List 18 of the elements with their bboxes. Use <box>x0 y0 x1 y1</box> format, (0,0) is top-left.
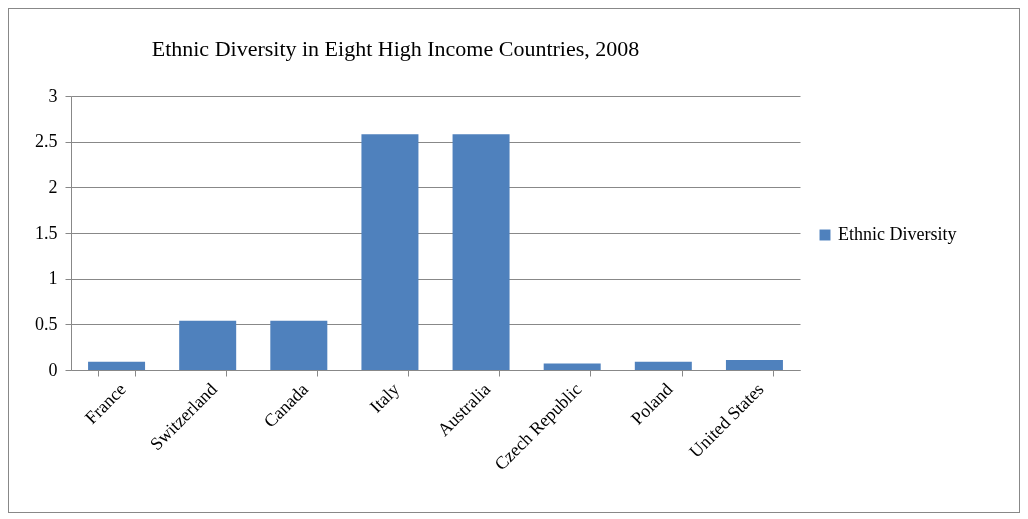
y-tick-label: 2 <box>48 176 58 197</box>
bar <box>452 134 510 370</box>
bar <box>634 361 692 370</box>
bar <box>88 361 146 370</box>
bar <box>270 320 328 370</box>
bar <box>179 320 237 370</box>
y-tick-label: 2.5 <box>35 131 58 152</box>
bar <box>361 134 419 370</box>
bar <box>543 363 601 370</box>
bar <box>725 359 783 370</box>
legend-label: Ethnic Diversity <box>838 224 957 244</box>
y-tick-label: 0 <box>48 359 58 380</box>
y-tick-label: 3 <box>48 85 58 106</box>
chart-title: Ethnic Diversity in Eight High Income Countries, 2008 <box>151 36 640 61</box>
x-tick-label: Italy <box>365 379 404 417</box>
y-tick-label: 1 <box>48 268 58 289</box>
y-tick-label: 0.5 <box>35 313 58 334</box>
y-tick-label: 1.5 <box>35 222 58 243</box>
